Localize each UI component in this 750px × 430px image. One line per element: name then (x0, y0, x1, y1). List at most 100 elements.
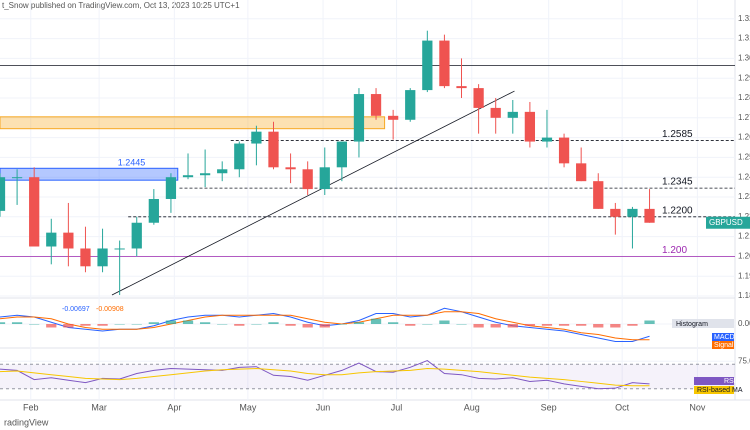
candle-body (456, 86, 467, 89)
candle-body (97, 248, 108, 267)
candle-body (80, 248, 91, 267)
legend-entry: Signal (714, 342, 734, 349)
macd-histogram-bar (285, 324, 296, 326)
candle-body (251, 131, 262, 144)
x-tick-label: Sep (541, 402, 557, 412)
macd-histogram-bar (302, 324, 313, 328)
macd-histogram-bar (644, 320, 655, 324)
candle-body (148, 198, 159, 223)
y-tick-label: 1.28 (738, 93, 750, 102)
y-tick-label: 1.23 (738, 192, 750, 201)
candle-body (353, 94, 365, 142)
x-tick-label: Feb (23, 402, 39, 412)
y-tick-label: 1.22 (738, 212, 750, 221)
candle-body (46, 232, 57, 247)
pane-tick-label: 0.00 (738, 319, 750, 328)
macd-histogram-bar (541, 324, 553, 326)
y-tick-label: 1.21 (738, 232, 750, 241)
candle-body (114, 248, 125, 250)
macd-histogram-bar (234, 324, 245, 326)
legend-swatch (694, 377, 734, 385)
legend-histogram: Histogram (676, 321, 708, 328)
macd-histogram-bar (199, 322, 211, 324)
x-tick-label: Aug (464, 402, 480, 412)
y-tick-label: 1.24 (738, 172, 750, 181)
y-tick-label: 1.27 (738, 113, 750, 122)
y-tick-label: 1.29 (738, 73, 750, 82)
level-label: 1.2585 (662, 129, 693, 140)
macd-histogram-bar (558, 324, 570, 326)
macd-histogram-bar (97, 324, 108, 326)
macd-histogram-bar (336, 324, 347, 325)
candle-body (370, 94, 382, 116)
y-tick-label: 1.30 (738, 54, 750, 63)
candle-body (336, 141, 347, 168)
candle-body (422, 40, 433, 91)
macd-histogram-bar (370, 318, 382, 324)
candle-body (217, 169, 228, 174)
macd-histogram-bar (490, 324, 501, 328)
candle-body (285, 167, 296, 170)
macd-histogram-bar (11, 322, 23, 324)
y-tick-label: 1.26 (738, 133, 750, 142)
candle-body (473, 88, 484, 108)
candle-body (234, 143, 245, 170)
candle-body (199, 173, 211, 176)
candle-body (507, 111, 518, 118)
macd-value: -0.00908 (96, 306, 124, 313)
macd-histogram-bar (217, 324, 228, 325)
candle-body (302, 169, 313, 190)
y-tick-label: 1.25 (738, 153, 750, 162)
footer: radingView (4, 417, 49, 427)
x-tick-label: Jun (316, 402, 331, 412)
macd-histogram-bar (268, 322, 279, 324)
macd-histogram-bar (80, 324, 91, 326)
y-tick-label: 1.31 (738, 34, 750, 43)
pane-tick-label: 75.0 (738, 356, 750, 365)
x-tick-label: Jul (391, 402, 403, 412)
candle-body (490, 107, 501, 118)
macd-histogram-bar (422, 324, 433, 325)
macd-histogram-bar (251, 324, 262, 325)
y-tick-label: 1.20 (738, 252, 750, 261)
candle-body (388, 115, 399, 120)
legend-tag (672, 319, 734, 328)
candle-body (610, 208, 621, 217)
candle-body (182, 175, 194, 178)
candle-body (268, 131, 279, 168)
x-tick-label: Mar (91, 402, 107, 412)
candle-body (405, 90, 416, 120)
indicator-line (0, 368, 650, 387)
macd-histogram-bar (148, 322, 159, 324)
macd-histogram-bar (439, 320, 450, 324)
header: t_Snow published on TradingView.com, Oct… (2, 1, 240, 10)
legend-entry: RSI-based MA (697, 387, 743, 394)
indicator-line (0, 311, 650, 341)
candle-body (319, 167, 330, 190)
x-tick-label: Nov (689, 402, 706, 412)
y-tick-label: 1.19 (738, 271, 750, 280)
candle-body (439, 40, 450, 87)
candle-body (63, 232, 74, 249)
price-zone (0, 116, 386, 130)
candle-body (627, 208, 638, 217)
macd-histogram-bar (456, 324, 467, 325)
macd-histogram-bar (46, 324, 57, 328)
level-label: 1.200 (662, 245, 687, 256)
macd-histogram-bar (29, 324, 40, 325)
zone-label: 1.2445 (118, 158, 146, 168)
symbol-label: GBPUSD (709, 218, 743, 227)
candle-body (524, 111, 536, 142)
macd-histogram-bar (473, 324, 484, 328)
y-tick-label: 1.32 (738, 14, 750, 23)
legend-swatch (694, 386, 734, 394)
x-tick-label: Oct (615, 402, 630, 412)
candle-body (541, 137, 553, 142)
symbol-tag (706, 216, 750, 229)
candle-body (11, 177, 23, 179)
macd-histogram-bar (353, 322, 365, 324)
macd-histogram-bar (165, 320, 177, 324)
level-label: 1.2345 (662, 177, 693, 188)
